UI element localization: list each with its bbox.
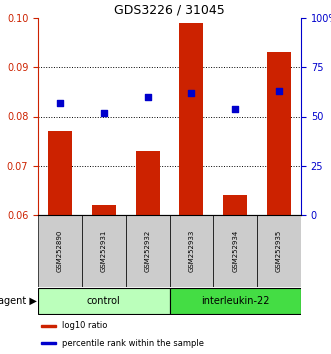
Text: GSM252934: GSM252934 <box>232 230 238 272</box>
FancyBboxPatch shape <box>38 215 82 287</box>
Text: GSM252890: GSM252890 <box>57 230 63 272</box>
Point <box>276 88 282 94</box>
FancyBboxPatch shape <box>82 215 126 287</box>
Bar <box>92 205 116 215</box>
FancyBboxPatch shape <box>257 215 301 287</box>
FancyBboxPatch shape <box>126 215 169 287</box>
Point <box>101 110 106 115</box>
Text: GSM252935: GSM252935 <box>276 230 282 272</box>
FancyBboxPatch shape <box>213 215 257 287</box>
Bar <box>179 23 204 215</box>
Point <box>57 100 63 105</box>
Title: GDS3226 / 31045: GDS3226 / 31045 <box>114 4 225 17</box>
Bar <box>267 52 291 215</box>
Bar <box>223 195 247 215</box>
Text: log10 ratio: log10 ratio <box>62 321 107 330</box>
Bar <box>135 151 160 215</box>
FancyBboxPatch shape <box>41 342 56 344</box>
FancyBboxPatch shape <box>169 215 213 287</box>
FancyBboxPatch shape <box>41 325 56 327</box>
Text: GSM252933: GSM252933 <box>188 230 194 272</box>
FancyBboxPatch shape <box>38 287 169 314</box>
Text: percentile rank within the sample: percentile rank within the sample <box>62 338 204 348</box>
Text: GSM252931: GSM252931 <box>101 230 107 272</box>
Point <box>233 106 238 112</box>
Point <box>145 94 150 99</box>
Point <box>189 90 194 96</box>
FancyBboxPatch shape <box>169 287 301 314</box>
Text: control: control <box>87 296 120 306</box>
Text: agent ▶: agent ▶ <box>0 296 37 306</box>
Text: GSM252932: GSM252932 <box>145 230 151 272</box>
Bar <box>48 131 72 215</box>
Text: interleukin-22: interleukin-22 <box>201 296 269 306</box>
